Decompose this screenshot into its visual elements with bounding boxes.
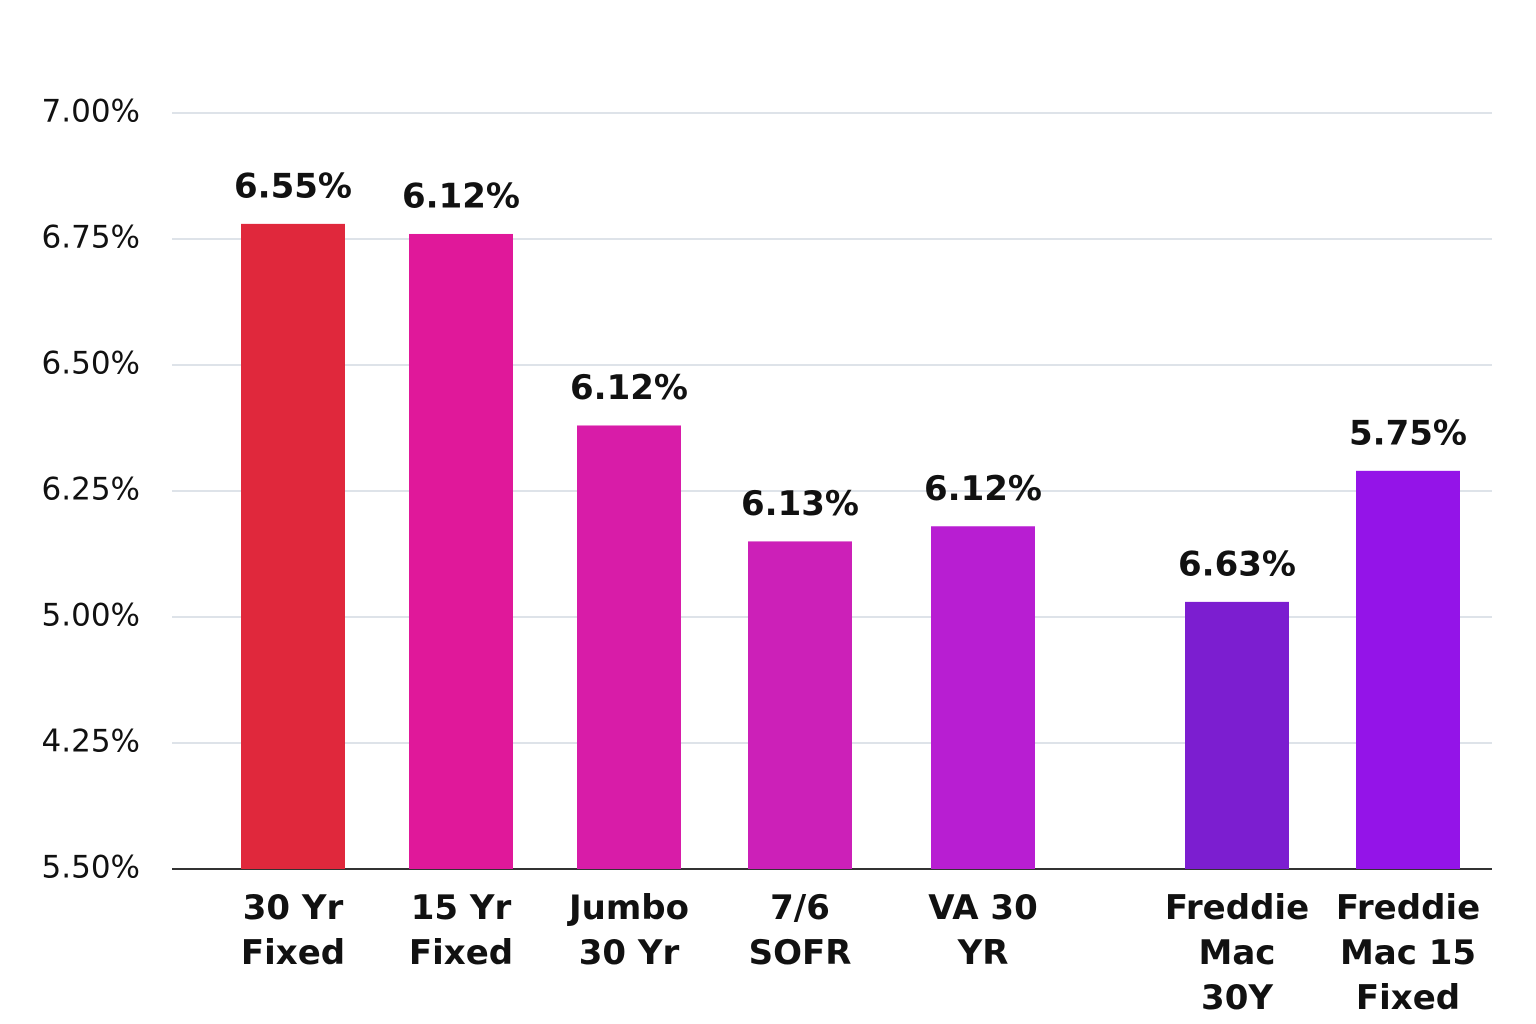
x-tick-label: Jumbo 30 Yr	[569, 888, 689, 973]
bar	[409, 233, 513, 869]
data-label: 6.12%	[402, 176, 520, 216]
bar	[241, 223, 345, 869]
x-tick-label: 7/6 SOFR	[748, 888, 852, 973]
bar	[748, 541, 852, 869]
y-tick-label: 6.50%	[42, 346, 140, 382]
y-tick-label: 7.00%	[42, 94, 140, 130]
x-tick-label: Freddie Mac 30Y Fixed	[1164, 888, 1310, 1024]
x-tick-label: Freddie Mac 15 Fixed	[1335, 888, 1481, 1018]
data-label: 5.75%	[1349, 413, 1467, 453]
bar	[577, 425, 681, 869]
x-tick-label: 15 Yr Fixed	[408, 888, 514, 973]
y-tick-label: 4.25%	[42, 724, 140, 760]
y-tick-label: 5.00%	[42, 598, 140, 634]
y-tick-label: 6.75%	[42, 220, 140, 256]
y-tick-label: 6.25%	[42, 472, 140, 508]
x-tick-label: 30 Yr Fixed	[240, 888, 346, 973]
data-label: 6.12%	[924, 469, 1042, 509]
bar	[931, 526, 1035, 869]
data-label: 6.63%	[1178, 544, 1296, 584]
y-tick-label: 5.50%	[42, 850, 140, 886]
x-tick-label: VA 30 YR	[928, 888, 1038, 973]
bar	[1356, 470, 1460, 869]
bar	[1185, 601, 1289, 869]
data-label: 6.12%	[570, 368, 688, 408]
data-label: 6.55%	[234, 166, 352, 206]
data-label: 6.13%	[741, 484, 859, 524]
